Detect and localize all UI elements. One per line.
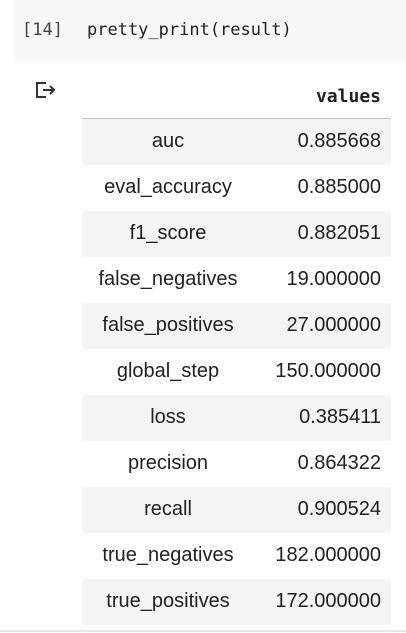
row-label: true_positives	[82, 579, 254, 625]
row-label: false_negatives	[82, 257, 254, 303]
results-table: values auc 0.885668 eval_accuracy 0.8850…	[82, 74, 391, 625]
row-value: 150.000000	[254, 349, 391, 395]
row-value: 0.885000	[254, 165, 391, 211]
row-label: auc	[82, 119, 254, 165]
row-label: f1_score	[82, 211, 254, 257]
row-value: 0.864322	[254, 441, 391, 487]
index-header	[82, 74, 254, 119]
row-value: 0.882051	[254, 211, 391, 257]
row-value: 0.900524	[254, 487, 391, 533]
table-row: true_positives 172.000000	[82, 579, 391, 625]
table-header-row: values	[82, 74, 391, 119]
dataframe-output: values auc 0.885668 eval_accuracy 0.8850…	[82, 74, 391, 625]
row-label: global_step	[82, 349, 254, 395]
row-label: false_positives	[82, 303, 254, 349]
table-row: global_step 150.000000	[82, 349, 391, 395]
code-input[interactable]: pretty_print(result)	[87, 20, 292, 40]
cell-divider	[0, 630, 406, 632]
table-row: recall 0.900524	[82, 487, 391, 533]
table-row: false_negatives 19.000000	[82, 257, 391, 303]
row-label: loss	[82, 395, 254, 441]
table-row: true_negatives 182.000000	[82, 533, 391, 579]
table-row: false_positives 27.000000	[82, 303, 391, 349]
execution-count: [14]	[22, 20, 63, 40]
table-row: loss 0.385411	[82, 395, 391, 441]
row-label: true_negatives	[82, 533, 254, 579]
output-redirect-icon[interactable]	[34, 80, 58, 100]
table-row: precision 0.864322	[82, 441, 391, 487]
table-row: auc 0.885668	[82, 119, 391, 165]
row-label: precision	[82, 441, 254, 487]
code-cell[interactable]: [14] pretty_print(result)	[14, 0, 406, 62]
row-value: 27.000000	[254, 303, 391, 349]
row-value: 172.000000	[254, 579, 391, 625]
table-row: eval_accuracy 0.885000	[82, 165, 391, 211]
row-value: 0.385411	[254, 395, 391, 441]
column-header-values: values	[254, 74, 391, 119]
row-value: 182.000000	[254, 533, 391, 579]
row-value: 19.000000	[254, 257, 391, 303]
table-row: f1_score 0.882051	[82, 211, 391, 257]
row-label: eval_accuracy	[82, 165, 254, 211]
row-value: 0.885668	[254, 119, 391, 165]
row-label: recall	[82, 487, 254, 533]
